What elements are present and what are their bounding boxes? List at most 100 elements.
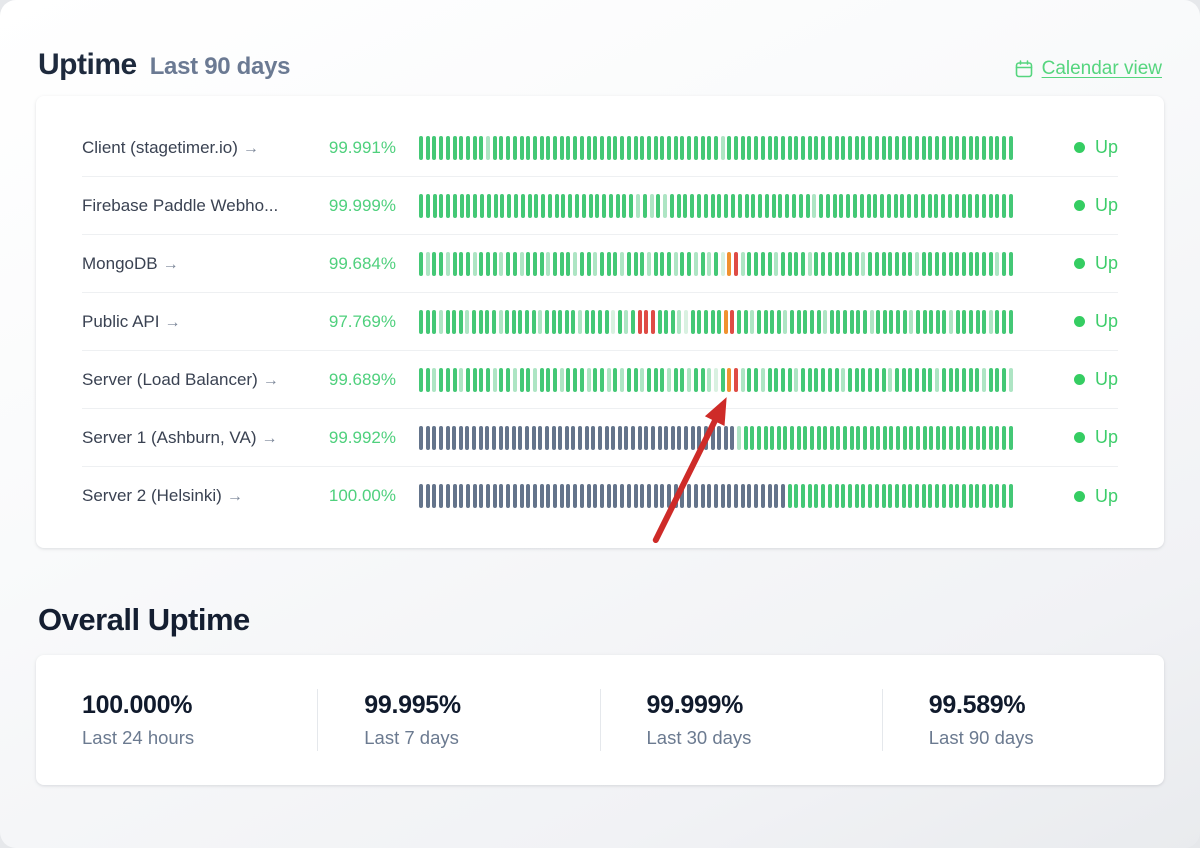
uptime-day-bar[interactable] bbox=[717, 425, 722, 450]
uptime-day-bar[interactable] bbox=[734, 135, 739, 160]
uptime-day-bar[interactable] bbox=[807, 367, 812, 392]
uptime-day-bar[interactable] bbox=[922, 309, 927, 334]
uptime-day-bar[interactable] bbox=[928, 135, 933, 160]
uptime-day-bar[interactable] bbox=[809, 309, 814, 334]
uptime-day-bar[interactable] bbox=[687, 251, 692, 276]
uptime-day-bar[interactable] bbox=[624, 425, 629, 450]
uptime-day-bar[interactable] bbox=[1002, 251, 1007, 276]
uptime-day-bar[interactable] bbox=[646, 484, 651, 508]
uptime-day-bar[interactable] bbox=[452, 193, 457, 218]
uptime-day-bar[interactable] bbox=[882, 425, 887, 450]
uptime-day-bar[interactable] bbox=[915, 484, 920, 508]
uptime-day-bar[interactable] bbox=[796, 309, 801, 334]
uptime-day-bar[interactable] bbox=[754, 484, 759, 508]
uptime-day-bar[interactable] bbox=[518, 309, 523, 334]
uptime-day-bar[interactable] bbox=[465, 367, 470, 392]
uptime-day-bar[interactable] bbox=[982, 367, 987, 392]
uptime-day-bar[interactable] bbox=[653, 251, 658, 276]
uptime-day-bar[interactable] bbox=[445, 484, 450, 508]
uptime-day-bar[interactable] bbox=[465, 425, 470, 450]
uptime-day-bar[interactable] bbox=[439, 193, 444, 218]
uptime-day-bar[interactable] bbox=[642, 193, 647, 218]
uptime-day-bar[interactable] bbox=[915, 367, 920, 392]
uptime-day-bar[interactable] bbox=[680, 251, 685, 276]
uptime-day-bar[interactable] bbox=[807, 484, 812, 508]
uptime-day-bar[interactable] bbox=[907, 193, 912, 218]
uptime-day-bar[interactable] bbox=[653, 484, 658, 508]
uptime-day-bar[interactable] bbox=[586, 135, 591, 160]
uptime-day-bar[interactable] bbox=[801, 367, 806, 392]
uptime-day-bar[interactable] bbox=[814, 367, 819, 392]
uptime-day-bar[interactable] bbox=[633, 367, 638, 392]
uptime-day-bar[interactable] bbox=[425, 425, 430, 450]
uptime-day-bar[interactable] bbox=[538, 425, 543, 450]
uptime-day-bar[interactable] bbox=[829, 309, 834, 334]
uptime-day-bar[interactable] bbox=[452, 309, 457, 334]
uptime-day-bar[interactable] bbox=[559, 251, 564, 276]
uptime-day-bar[interactable] bbox=[934, 193, 939, 218]
uptime-day-bar[interactable] bbox=[432, 367, 437, 392]
uptime-day-bar[interactable] bbox=[862, 309, 867, 334]
uptime-day-bar[interactable] bbox=[519, 135, 524, 160]
uptime-day-bar[interactable] bbox=[486, 484, 491, 508]
uptime-day-bar[interactable] bbox=[491, 309, 496, 334]
uptime-day-bar[interactable] bbox=[511, 425, 516, 450]
uptime-day-bar[interactable] bbox=[812, 193, 817, 218]
uptime-day-bar[interactable] bbox=[881, 135, 886, 160]
uptime-day-bar[interactable] bbox=[832, 193, 837, 218]
uptime-day-bar[interactable] bbox=[734, 484, 739, 508]
uptime-day-bar[interactable] bbox=[579, 484, 584, 508]
uptime-day-bar[interactable] bbox=[472, 484, 477, 508]
uptime-day-bar[interactable] bbox=[902, 309, 907, 334]
uptime-day-bar[interactable] bbox=[935, 309, 940, 334]
uptime-day-bar[interactable] bbox=[737, 425, 741, 450]
uptime-day-bar[interactable] bbox=[703, 425, 708, 450]
uptime-day-bar[interactable] bbox=[486, 367, 491, 392]
uptime-day-bar[interactable] bbox=[740, 251, 745, 276]
uptime-day-bar[interactable] bbox=[888, 367, 893, 392]
monitor-link[interactable]: Server 1 (Ashburn, VA) → bbox=[82, 428, 310, 448]
uptime-day-bar[interactable] bbox=[526, 484, 531, 508]
uptime-day-bar[interactable] bbox=[465, 309, 470, 334]
uptime-day-bar[interactable] bbox=[760, 367, 765, 392]
uptime-day-bar[interactable] bbox=[472, 309, 476, 334]
uptime-day-bar[interactable] bbox=[519, 251, 524, 276]
uptime-day-bar[interactable] bbox=[432, 135, 437, 160]
uptime-day-bar[interactable] bbox=[670, 425, 675, 450]
uptime-day-bar[interactable] bbox=[988, 251, 993, 276]
uptime-day-bar[interactable] bbox=[861, 135, 866, 160]
uptime-day-bar[interactable] bbox=[657, 425, 662, 450]
uptime-day-bar[interactable] bbox=[843, 309, 847, 334]
uptime-day-bar[interactable] bbox=[664, 425, 669, 450]
uptime-day-bar[interactable] bbox=[751, 193, 756, 218]
uptime-day-bar[interactable] bbox=[544, 425, 549, 450]
uptime-day-bar[interactable] bbox=[425, 193, 430, 218]
uptime-day-bar[interactable] bbox=[687, 135, 692, 160]
uptime-day-bar[interactable] bbox=[914, 193, 919, 218]
uptime-day-bar[interactable] bbox=[723, 425, 728, 450]
uptime-day-bar[interactable] bbox=[690, 425, 695, 450]
uptime-day-bar[interactable] bbox=[961, 251, 966, 276]
uptime-day-bar[interactable] bbox=[995, 193, 1000, 218]
uptime-day-bar[interactable] bbox=[915, 135, 920, 160]
monitor-link[interactable]: Public API → bbox=[82, 312, 310, 332]
uptime-day-bar[interactable] bbox=[975, 484, 980, 508]
uptime-day-bar[interactable] bbox=[848, 484, 852, 508]
uptime-day-bar[interactable] bbox=[901, 367, 906, 392]
uptime-day-bar[interactable] bbox=[740, 367, 745, 392]
uptime-day-bar[interactable] bbox=[602, 193, 607, 218]
uptime-day-bar[interactable] bbox=[868, 367, 873, 392]
uptime-day-bar[interactable] bbox=[541, 193, 546, 218]
uptime-day-bar[interactable] bbox=[591, 309, 596, 334]
uptime-day-bar[interactable] bbox=[532, 367, 537, 392]
uptime-day-bar[interactable] bbox=[613, 367, 618, 392]
uptime-day-bar[interactable] bbox=[573, 367, 578, 392]
uptime-day-bar[interactable] bbox=[593, 484, 598, 508]
uptime-day-bar[interactable] bbox=[519, 484, 524, 508]
uptime-day-bar[interactable] bbox=[531, 309, 536, 334]
uptime-day-bar[interactable] bbox=[764, 193, 769, 218]
uptime-day-bar[interactable] bbox=[988, 309, 993, 334]
uptime-day-bar[interactable] bbox=[640, 367, 645, 392]
uptime-day-bar[interactable] bbox=[995, 309, 1000, 334]
uptime-day-bar[interactable] bbox=[573, 484, 578, 508]
